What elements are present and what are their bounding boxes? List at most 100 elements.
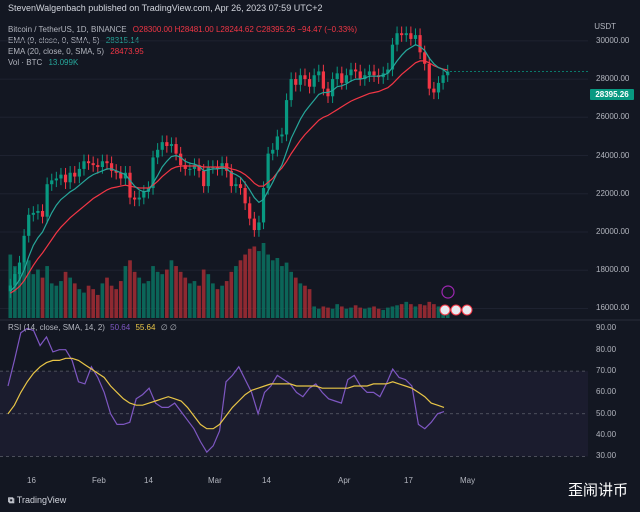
- symbol-name: Bitcoin / TetherUS, 1D, BINANCE: [8, 25, 127, 34]
- price-tick-label: 30000.00: [596, 35, 630, 45]
- candle-body: [427, 63, 431, 89]
- candle-body: [215, 167, 220, 169]
- volume-bar: [31, 274, 36, 318]
- currency-label: USDT: [594, 22, 616, 31]
- tradingview-label: TradingView: [16, 495, 67, 505]
- candle-body: [423, 52, 427, 64]
- volume-bar: [413, 306, 418, 318]
- last-price-tag: 28395.26: [590, 89, 634, 100]
- x-tick-label: Apr: [338, 476, 351, 485]
- volume-bar: [303, 285, 307, 318]
- candle-body: [192, 165, 197, 169]
- candle-body: [40, 210, 45, 217]
- price-tick-label: 18000.00: [596, 265, 630, 275]
- x-tick-label: 16: [27, 476, 36, 485]
- candle-body: [271, 149, 275, 154]
- volume-label: Vol · BTC: [8, 58, 43, 67]
- volume-bar: [169, 260, 174, 318]
- volume-bar: [390, 306, 395, 318]
- rsi-tick-label: 50.00: [596, 408, 617, 418]
- candle-body: [202, 170, 206, 187]
- rsi-tick-label: 90.00: [596, 323, 617, 333]
- volume-bar: [165, 269, 169, 318]
- volume-bar: [432, 304, 436, 318]
- volume-bar: [367, 307, 372, 318]
- volume-bar: [109, 285, 114, 318]
- x-tick-label: Mar: [208, 476, 222, 485]
- candle-body: [137, 197, 141, 200]
- x-tick-label: 17: [404, 476, 413, 485]
- volume-bar: [243, 254, 247, 318]
- volume-bar: [362, 308, 367, 318]
- rsi-extra: ∅ ∅: [160, 323, 177, 332]
- candle-body: [63, 174, 68, 183]
- price-tick-label: 24000.00: [596, 150, 630, 160]
- volume-bar: [339, 306, 344, 318]
- volume-bar: [82, 292, 86, 318]
- volume-bar: [284, 262, 289, 318]
- volume-bar: [63, 271, 68, 318]
- volume-bar: [206, 274, 211, 318]
- price-tick-label: 22000.00: [596, 188, 630, 198]
- candle-body: [73, 172, 77, 177]
- volume-bar: [118, 281, 123, 318]
- candle-body: [330, 79, 335, 97]
- volume-bar: [17, 271, 22, 318]
- candle-body: [243, 188, 247, 204]
- volume-bar: [114, 289, 119, 318]
- volume-bar: [220, 285, 224, 318]
- candle-body: [128, 172, 132, 198]
- candle-body: [409, 33, 413, 39]
- volume-bar: [123, 266, 128, 318]
- candle-body: [105, 161, 109, 164]
- rsi-legend: RSI (14, close, SMA, 14, 2) 50.64 55.64 …: [8, 323, 177, 332]
- rsi-tick-label: 60.00: [596, 387, 617, 397]
- candle-body: [312, 75, 316, 87]
- candle-body: [59, 174, 63, 179]
- candle-body: [50, 180, 54, 185]
- volume-bar: [151, 266, 155, 318]
- tradingview-logo-icon: ⧉: [8, 495, 15, 505]
- volume-bar: [95, 294, 100, 318]
- volume-bar: [307, 289, 312, 318]
- candle-body: [91, 163, 95, 166]
- volume-bar: [26, 260, 31, 318]
- volume-bar: [422, 305, 427, 318]
- volume-bar: [91, 289, 96, 318]
- volume-bar: [68, 277, 72, 318]
- volume-bar: [372, 306, 376, 318]
- candle-body: [349, 69, 353, 76]
- candle-body: [36, 210, 40, 213]
- candle-body: [441, 75, 445, 83]
- volume-bar: [381, 309, 386, 318]
- volume-bar: [137, 277, 142, 318]
- candle-body: [68, 172, 72, 183]
- candle-body: [317, 71, 321, 76]
- volume-bar: [128, 260, 132, 318]
- rsi-line: [7, 327, 445, 454]
- volume-bar: [330, 308, 335, 318]
- candle-body: [358, 71, 362, 80]
- x-tick-label: 14: [144, 476, 153, 485]
- volume-bar: [395, 305, 399, 318]
- candle-body: [45, 184, 49, 217]
- volume-bar: [399, 304, 404, 318]
- symbol-legend: Bitcoin / TetherUS, 1D, BINANCE O28300.0…: [8, 24, 357, 35]
- candle-body: [220, 163, 224, 169]
- volume-bar: [178, 271, 183, 318]
- candle-body: [390, 44, 395, 70]
- volume-bar: [215, 289, 220, 318]
- rsi-tick-label: 30.00: [596, 451, 617, 461]
- candle-body: [363, 75, 367, 80]
- volume-bar: [197, 285, 201, 318]
- volume-bar: [229, 271, 234, 318]
- x-tick-label: May: [460, 476, 476, 485]
- volume-bar: [192, 281, 197, 318]
- volume-bar: [49, 283, 54, 318]
- volume-bar: [321, 306, 326, 318]
- watermark-text: 歪闹讲币: [567, 481, 628, 499]
- candle-body: [151, 157, 155, 189]
- volume-bar: [86, 285, 91, 318]
- volume-bar: [298, 283, 303, 318]
